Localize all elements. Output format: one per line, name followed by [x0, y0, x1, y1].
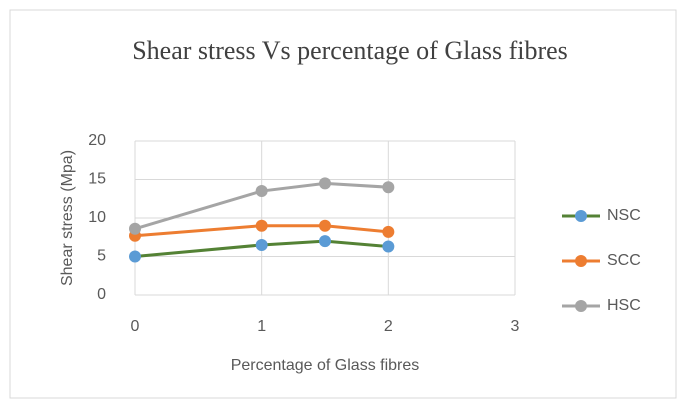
legend-marker — [575, 255, 587, 267]
marker — [382, 225, 395, 238]
marker — [319, 235, 331, 248]
chart-title: Shear stress Vs percentage of Glass fibr… — [132, 36, 568, 65]
y-tick-label: 0 — [97, 286, 106, 303]
x-tick-label: 1 — [257, 318, 266, 335]
marker — [319, 177, 331, 190]
x-tick-label: 3 — [511, 318, 520, 335]
x-tick-label: 0 — [131, 318, 140, 335]
x-tick-label: 2 — [384, 318, 393, 335]
marker — [382, 240, 395, 253]
series-line — [134, 224, 389, 238]
marker — [129, 250, 141, 263]
marker — [255, 185, 268, 198]
y-tick-label: 5 — [97, 248, 106, 265]
y-axis-label: Shear stress (Mpa) — [59, 150, 76, 286]
y-tick-label: 15 — [88, 171, 106, 188]
marker — [382, 181, 395, 194]
chart-border — [9, 9, 677, 399]
marker — [319, 219, 331, 232]
legend-label: HSC — [607, 297, 641, 314]
y-tick-label: 20 — [88, 132, 106, 149]
legend-label: NSC — [607, 207, 641, 224]
marker — [255, 219, 268, 232]
legend-marker — [575, 210, 587, 222]
x-axis-label: Percentage of Glass fibres — [231, 357, 420, 374]
marker — [129, 222, 141, 235]
y-tick-label: 10 — [88, 209, 106, 226]
series-line — [134, 239, 389, 258]
marker — [255, 238, 268, 251]
series-line — [134, 181, 389, 231]
legend-marker — [575, 300, 587, 312]
legend-label: SCC — [607, 252, 641, 269]
